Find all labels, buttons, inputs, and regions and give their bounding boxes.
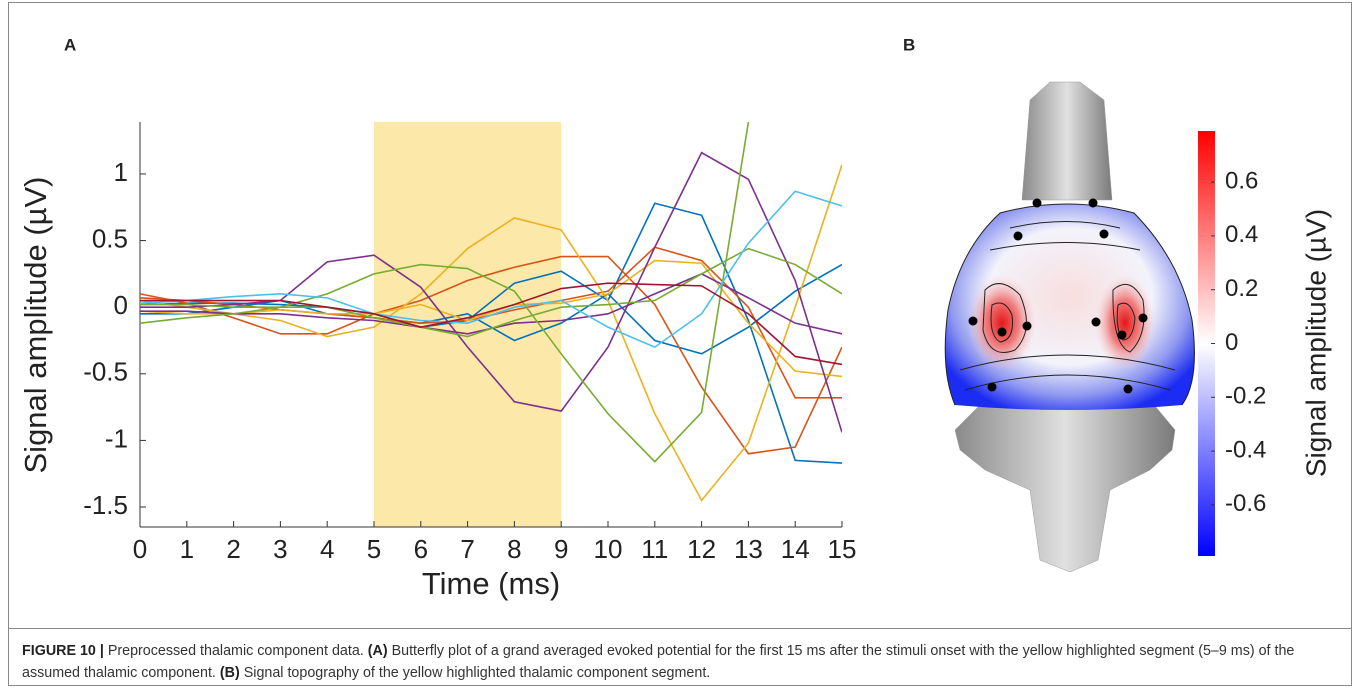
x-tick-label: 4 bbox=[320, 534, 334, 564]
series-line bbox=[140, 282, 842, 366]
caption: FIGURE 10 | Preprocessed thalamic compon… bbox=[22, 640, 1342, 684]
y-tick-label: 1 bbox=[114, 157, 128, 187]
x-tick-label: 7 bbox=[460, 534, 474, 564]
colorbar-tick-label: -0.4 bbox=[1225, 436, 1266, 463]
y-tick-label: -1 bbox=[105, 423, 128, 453]
colorbar-tick-label: 0.6 bbox=[1225, 167, 1258, 194]
y-tick-label: -0.5 bbox=[83, 357, 128, 387]
x-tick-label: 2 bbox=[226, 534, 240, 564]
y-tick-label: 0.5 bbox=[92, 223, 128, 253]
series-line bbox=[140, 151, 842, 433]
caption-label: (A) bbox=[367, 643, 388, 659]
caption-separator bbox=[8, 628, 1352, 629]
caption-label: FIGURE 10 | bbox=[22, 643, 104, 659]
series-line bbox=[140, 255, 842, 455]
y-tick-label: 0 bbox=[114, 290, 128, 320]
x-tick-label: 6 bbox=[414, 534, 428, 564]
colorbar-tick-label: 0 bbox=[1225, 329, 1238, 356]
series-line bbox=[140, 247, 842, 338]
brain-topography bbox=[944, 81, 1195, 573]
caption-label: (B) bbox=[219, 665, 240, 681]
colorbar bbox=[1198, 131, 1215, 556]
series-line bbox=[140, 164, 842, 502]
colorbar-tick-label: -0.6 bbox=[1225, 490, 1266, 517]
colorbar-tick-label: 0.4 bbox=[1225, 221, 1258, 248]
figure: A B Time (ms) Signal amplitude (µV) Sign… bbox=[18, 35, 1331, 601]
x-tick-label: 13 bbox=[734, 534, 763, 564]
series-line bbox=[140, 122, 750, 463]
x-tick-label: 5 bbox=[367, 534, 381, 564]
x-tick-label: 12 bbox=[687, 534, 716, 564]
x-tick-label: 8 bbox=[507, 534, 521, 564]
caption-text: Preprocessed thalamic component data. bbox=[107, 643, 364, 659]
panel-label: A bbox=[64, 35, 76, 54]
panel-label: B bbox=[903, 35, 915, 54]
lines bbox=[140, 122, 842, 502]
y-axis-label: Signal amplitude (µV) bbox=[18, 177, 53, 474]
x-tick-label: 9 bbox=[554, 534, 568, 564]
colorbar-label: Signal amplitude (µV) bbox=[1300, 209, 1331, 477]
colorbar-tick-label: 0.2 bbox=[1225, 275, 1258, 302]
series-line bbox=[140, 259, 842, 378]
y-tick-label: -1.5 bbox=[83, 490, 128, 520]
x-tick-label: 11 bbox=[641, 534, 668, 564]
colorbar-tick-label: -0.2 bbox=[1225, 383, 1266, 410]
x-axis-label: Time (ms) bbox=[422, 566, 560, 601]
caption-text: Butterfly plot of a grand averaged evoke… bbox=[22, 643, 1295, 681]
x-tick-label: 10 bbox=[594, 534, 623, 564]
x-tick-label: 1 bbox=[180, 534, 194, 564]
x-tick-label: 14 bbox=[781, 534, 810, 564]
caption-text: Signal topography of the yellow highligh… bbox=[243, 665, 711, 681]
x-tick-label: 0 bbox=[133, 534, 147, 564]
series-line bbox=[140, 263, 842, 355]
x-tick-label: 15 bbox=[828, 534, 857, 564]
series-line bbox=[140, 190, 842, 349]
x-tick-label: 3 bbox=[273, 534, 287, 564]
figure-frame bbox=[8, 2, 1352, 686]
